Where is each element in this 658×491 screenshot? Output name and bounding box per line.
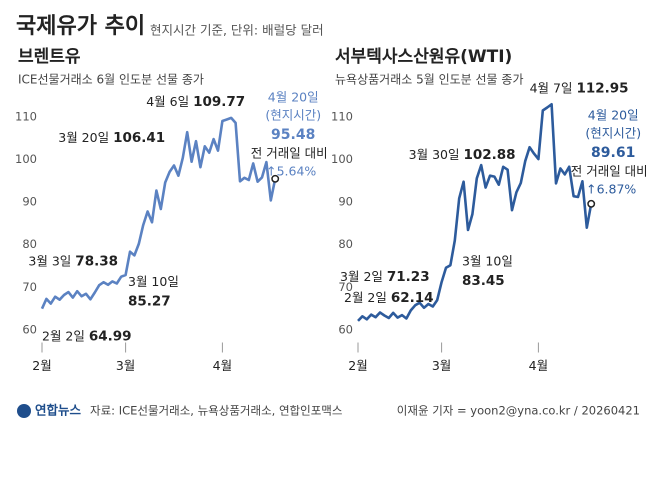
annotation-date: 3월 10일 bbox=[128, 274, 179, 289]
annotation: 3월 30일 102.88 bbox=[409, 147, 516, 164]
y-tick-label: 60 bbox=[22, 322, 37, 336]
logo: 연합뉴스 bbox=[35, 403, 82, 418]
y-tick-label: 90 bbox=[22, 195, 37, 209]
annotation-value: 62.14 bbox=[391, 290, 434, 306]
y-tick-label: 90 bbox=[338, 195, 353, 209]
last-point bbox=[271, 174, 280, 183]
x-tick-label: 3월 bbox=[116, 358, 135, 373]
annotation-date: 3월 2일 bbox=[340, 269, 383, 284]
annotation-value: 64.99 bbox=[89, 329, 132, 345]
annotation-value: 106.41 bbox=[113, 130, 165, 146]
y-tick-label: 80 bbox=[22, 237, 37, 251]
change-text: 전 거래일 대비 bbox=[251, 145, 328, 160]
y-tick-label: 60 bbox=[338, 322, 353, 336]
annotation-value: 83.45 bbox=[462, 273, 505, 289]
annotation-date: 3월 3일 bbox=[28, 253, 71, 268]
annotation-value: 102.88 bbox=[463, 147, 515, 163]
y-tick-label: 100 bbox=[331, 152, 353, 166]
y-tick-label: 100 bbox=[15, 152, 37, 166]
annotation-date: 4월 20일 bbox=[588, 107, 639, 122]
annotation-date: 2월 2일 bbox=[344, 289, 387, 304]
x-tick-label: 3월 bbox=[432, 358, 451, 373]
chart-title: 브렌트유 bbox=[18, 47, 81, 67]
annotation: 3월 20일 106.41 bbox=[58, 130, 165, 147]
credit: 이재윤 기자 = yoon2@yna.co.kr / 20260421 bbox=[397, 404, 640, 418]
x-tick-label: 2월 bbox=[32, 358, 51, 373]
annotation: 2월 2일 64.99 bbox=[42, 328, 132, 345]
x-tick-label: 4월 bbox=[529, 358, 548, 373]
y-tick-label: 80 bbox=[338, 237, 353, 251]
logo-icon bbox=[17, 404, 31, 418]
annotation: 4월 6일 109.77 bbox=[146, 93, 245, 110]
annotation-value: 78.38 bbox=[75, 254, 118, 270]
annotation-value: 89.61 bbox=[591, 145, 635, 161]
change-label: ↑5.64% bbox=[266, 163, 316, 178]
change-text: 전 거래일 대비 bbox=[571, 163, 648, 178]
annotation-value: 85.27 bbox=[128, 293, 171, 309]
annotation-value: 109.77 bbox=[193, 94, 245, 110]
y-tick-label: 110 bbox=[15, 109, 37, 123]
y-tick-label: 110 bbox=[331, 109, 353, 123]
chart-subtitle: ICE선물거래소 6월 인도분 선물 종가 bbox=[18, 73, 204, 87]
x-tick-label: 2월 bbox=[348, 358, 367, 373]
page-subtitle: 현지시간 기준, 단위: 배럴당 달러 bbox=[150, 23, 324, 38]
y-tick-label: 70 bbox=[338, 280, 353, 294]
annotation: 3월 2일 71.23 bbox=[340, 269, 430, 286]
annotation-date: 4월 20일 bbox=[268, 89, 319, 104]
chart-subtitle: 뉴욕상품거래소 5월 인도분 선물 종가 bbox=[335, 73, 524, 87]
annotation-value: 95.48 bbox=[271, 127, 315, 143]
annotation-note: (현지시간) bbox=[265, 107, 321, 122]
price-line bbox=[357, 103, 593, 322]
annotation-value: 112.95 bbox=[576, 80, 628, 96]
price-line bbox=[40, 116, 277, 310]
annotation: 2월 2일 62.14 bbox=[344, 289, 434, 306]
last-point bbox=[587, 199, 596, 208]
annotation: 3월 3일 78.38 bbox=[28, 253, 118, 270]
chart-title: 서부텍사스산원유(WTI) bbox=[335, 47, 512, 67]
annotation-date: 3월 20일 bbox=[58, 130, 109, 145]
annotation-date: 3월 30일 bbox=[409, 147, 460, 162]
annotation-date: 4월 6일 bbox=[146, 93, 189, 108]
annotation-value: 71.23 bbox=[387, 269, 430, 285]
annotation-date: 4월 7일 bbox=[530, 80, 573, 95]
annotation-date: 2월 2일 bbox=[42, 328, 85, 343]
page-title: 국제유가 추이 bbox=[16, 14, 145, 39]
x-tick-label: 4월 bbox=[213, 358, 232, 373]
annotation-date: 3월 10일 bbox=[462, 254, 513, 269]
y-tick-label: 70 bbox=[22, 280, 37, 294]
source: 자료: ICE선물거래소, 뉴욕상품거래소, 연합인포맥스 bbox=[90, 404, 342, 418]
annotation-note: (현지시간) bbox=[585, 125, 641, 140]
annotation: 4월 7일 112.95 bbox=[530, 80, 629, 97]
change-label: ↑6.87% bbox=[586, 181, 636, 196]
